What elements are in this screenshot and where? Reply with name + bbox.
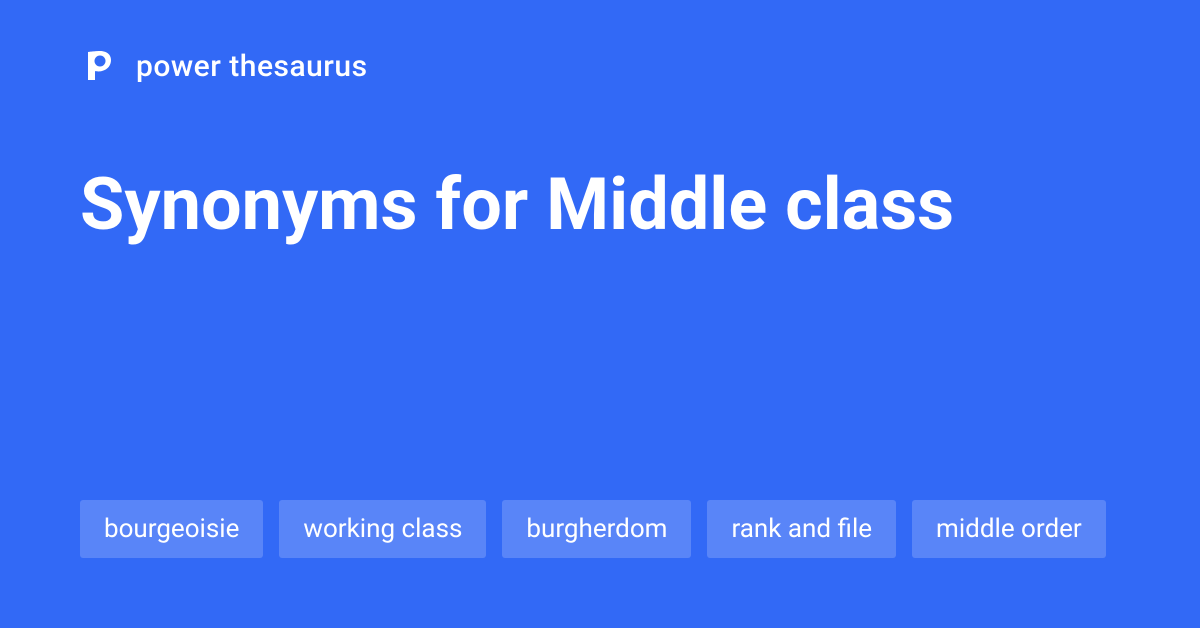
synonym-chip[interactable]: working class	[279, 500, 486, 558]
synonym-chip[interactable]: middle order	[912, 500, 1106, 558]
header: power thesaurus	[80, 48, 1120, 84]
brand-logo-icon	[80, 48, 116, 84]
thesaurus-card: power thesaurus Synonyms for Middle clas…	[0, 0, 1200, 628]
synonym-chips: bourgeoisie working class burgherdom ran…	[80, 500, 1120, 558]
page-title: Synonyms for Middle class	[80, 164, 1120, 247]
synonym-chip[interactable]: rank and file	[707, 500, 896, 558]
synonym-chip[interactable]: burgherdom	[502, 500, 691, 558]
brand-name: power thesaurus	[136, 49, 368, 84]
synonym-chip[interactable]: bourgeoisie	[80, 500, 263, 558]
